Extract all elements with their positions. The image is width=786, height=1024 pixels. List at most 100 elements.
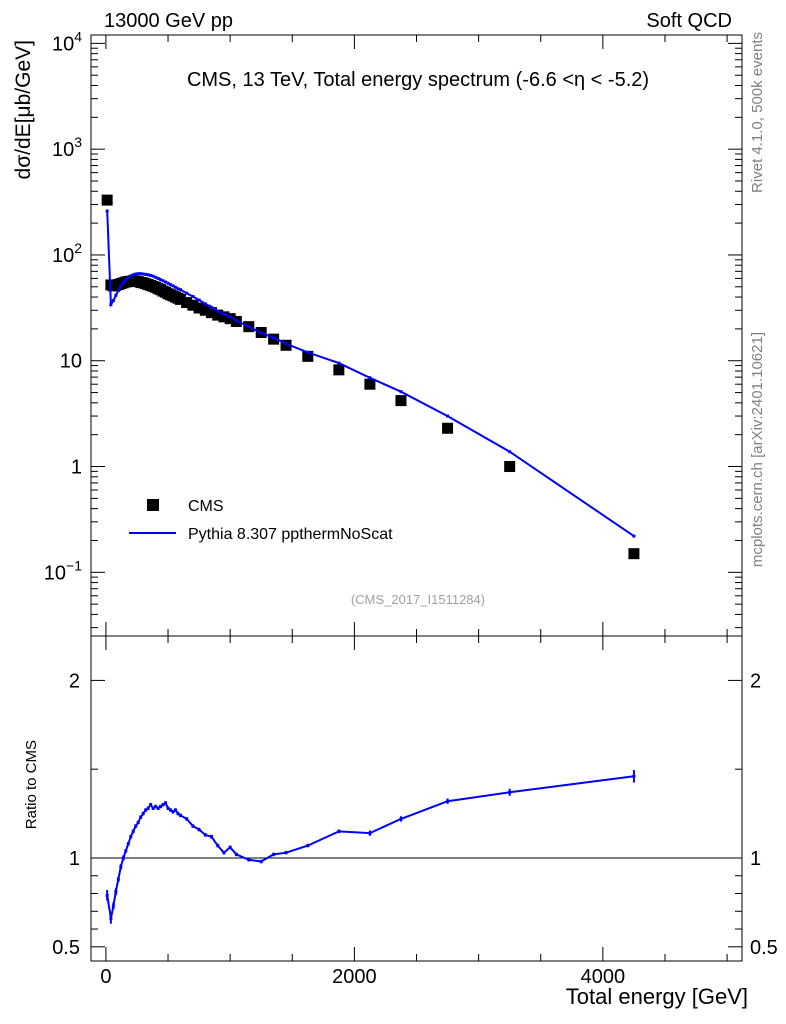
main-ylabel: dσ/dE[μb/GeV] xyxy=(12,40,35,179)
ratio-y-tick-label-right: 2 xyxy=(750,670,761,692)
pythia-point xyxy=(185,291,189,295)
ratio-point xyxy=(151,806,155,810)
ratio-ticks xyxy=(91,636,742,961)
legend-cms-marker xyxy=(147,499,159,511)
ratio-point xyxy=(154,804,158,808)
ratio-tick-labels: 0.5 0.5 1 1 2 2 0 2000 4000 xyxy=(52,670,778,988)
ratio-x-tick-label: 4000 xyxy=(581,966,626,988)
ratio-point xyxy=(272,852,276,856)
main-frame xyxy=(90,34,743,637)
ratio-point xyxy=(632,774,636,778)
pythia-point xyxy=(141,272,145,276)
pythia-point xyxy=(116,289,120,293)
ratio-point xyxy=(368,831,372,835)
ratio-x-tick-label: 0 xyxy=(100,966,111,988)
ratio-y-tick-label-left: 0.5 xyxy=(52,937,80,959)
pythia-point xyxy=(136,272,140,276)
pythia-point xyxy=(154,275,158,279)
pythia-point xyxy=(119,284,123,288)
header-left-label: 13000 GeV pp xyxy=(104,10,233,32)
cms-data-point xyxy=(395,395,407,407)
main-y-tick-label: 1 xyxy=(71,457,82,479)
ratio-point xyxy=(146,806,150,810)
ratio-point xyxy=(114,890,118,894)
ratio-y-tick-label-left: 2 xyxy=(69,670,80,692)
watermark-label: (CMS_2017_I1511284) xyxy=(351,592,485,607)
cms-data-point xyxy=(206,307,218,319)
pythia-point xyxy=(111,299,115,303)
ratio-point xyxy=(191,824,195,828)
pythia-point xyxy=(228,315,232,319)
ratio-ylabel: Ratio to CMS xyxy=(23,740,40,829)
cms-data-point xyxy=(199,304,211,316)
pythia-point xyxy=(306,350,310,354)
pythia-point xyxy=(159,278,163,282)
ratio-point xyxy=(111,904,115,908)
pythia-point xyxy=(197,298,201,302)
pythia-point xyxy=(151,274,155,278)
ratio-series xyxy=(105,770,636,924)
pythia-point xyxy=(166,281,170,285)
mcplots-site-label: mcplots.cern.ch [arXiv:2401.10621] xyxy=(749,332,766,567)
ratio-y-tick-label-left: 1 xyxy=(69,848,80,870)
pythia-point xyxy=(632,534,636,538)
pythia-point xyxy=(105,209,109,213)
cms-data-point xyxy=(628,548,640,560)
pythia-point xyxy=(247,325,251,329)
pythia-point xyxy=(149,273,153,277)
pythia-point xyxy=(508,450,512,454)
pythia-point xyxy=(124,278,128,282)
pythia-point xyxy=(191,294,195,298)
ratio-point xyxy=(161,803,165,807)
ratio-point xyxy=(178,813,182,817)
ratio-point xyxy=(134,824,138,828)
ratio-point xyxy=(139,815,143,819)
cms-data-point xyxy=(504,461,516,473)
main-y-tick-label: 102 xyxy=(52,240,82,267)
ratio-point xyxy=(173,808,177,812)
header-right-label: Soft QCD xyxy=(646,10,732,32)
ratio-point xyxy=(228,845,232,849)
cms-data-point xyxy=(212,309,224,321)
ratio-point xyxy=(166,806,170,810)
ratio-point xyxy=(129,835,133,839)
pythia-point xyxy=(131,273,135,277)
cms-data-point xyxy=(218,311,230,323)
pythia-point xyxy=(171,284,175,288)
legend-cms-label: CMS xyxy=(188,498,224,515)
ratio-point xyxy=(185,817,189,821)
ratio-point xyxy=(210,835,214,839)
x-axis-label: Total energy [GeV] xyxy=(566,984,748,1009)
ratio-line xyxy=(106,775,635,919)
ratio-x-tick-label: 2000 xyxy=(332,966,377,988)
pythia-point xyxy=(176,287,180,291)
cms-data-point xyxy=(193,302,205,314)
pythia-point xyxy=(446,414,450,418)
pythia-point xyxy=(216,309,220,313)
ratio-frame xyxy=(90,635,743,962)
pythia-point xyxy=(164,280,168,284)
ratio-point xyxy=(337,829,341,833)
cms-data-point xyxy=(181,297,193,309)
pythia-point xyxy=(178,288,182,292)
ratio-point xyxy=(119,865,123,869)
pythia-point xyxy=(139,272,143,276)
main-title: CMS, 13 TeV, Total energy spectrum (-6.6… xyxy=(187,69,649,91)
pythia-point xyxy=(144,272,148,276)
ratio-point xyxy=(508,790,512,794)
ratio-point xyxy=(131,829,135,833)
main-series xyxy=(101,194,640,560)
ratio-point xyxy=(259,860,263,864)
ratio-point xyxy=(116,877,120,881)
pythia-point xyxy=(126,276,130,280)
ratio-point xyxy=(156,806,160,810)
pythia-point xyxy=(173,285,177,289)
pythia-line xyxy=(106,211,635,537)
ratio-point xyxy=(216,844,220,848)
pythia-point xyxy=(399,390,403,394)
pythia-point xyxy=(129,274,133,278)
cms-data-point xyxy=(364,378,376,390)
main-y-tick-label: 103 xyxy=(52,134,82,161)
